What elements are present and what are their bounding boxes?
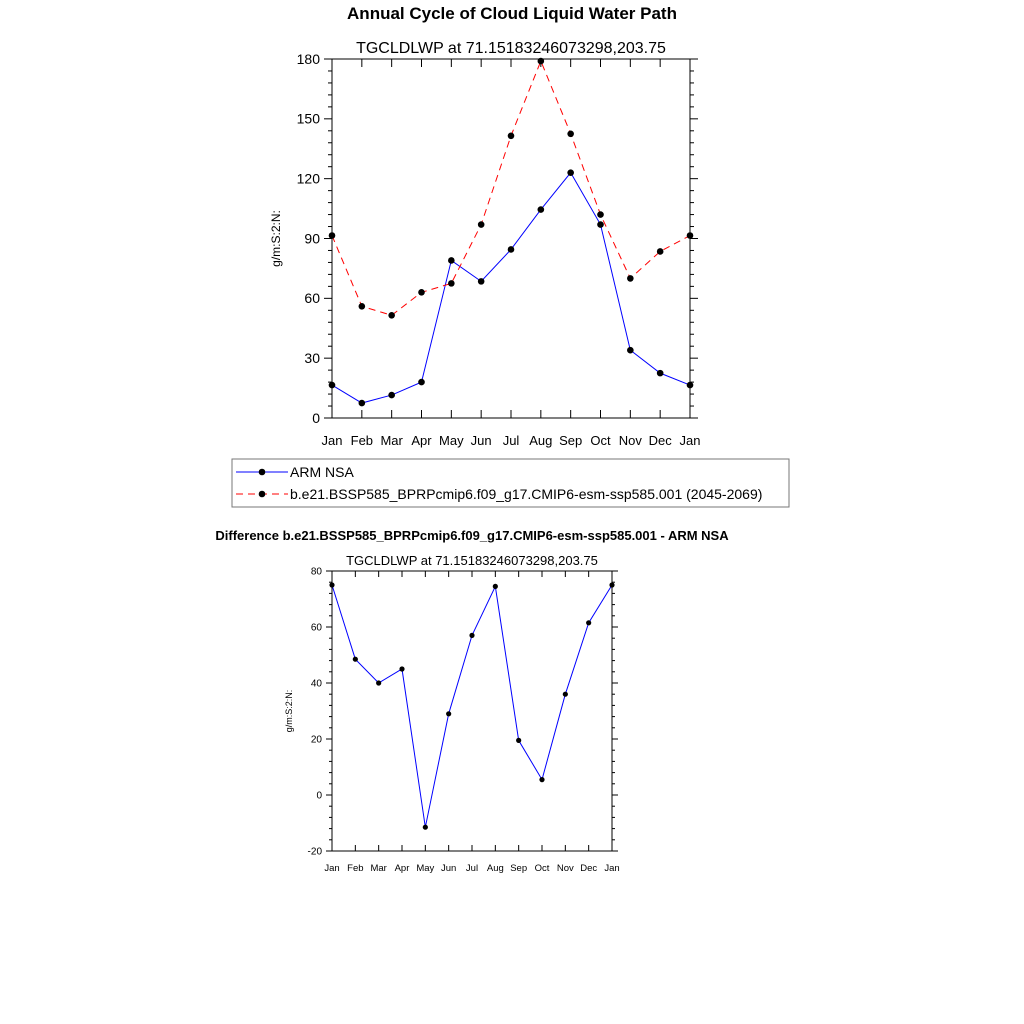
y-tick-label: 30 — [304, 350, 320, 366]
x-tick-label: Mar — [380, 433, 403, 448]
data-point — [567, 169, 574, 176]
x-tick-label: May — [439, 433, 464, 448]
data-point — [627, 346, 634, 354]
main-title: Annual Cycle of Cloud Liquid Water Path — [347, 4, 677, 23]
data-point — [656, 369, 664, 377]
data-point — [329, 582, 335, 588]
x-tick-label: Jul — [503, 433, 520, 448]
difference-chart: TGCLDLWP at 71.15183246073298,203.75 g/m:… — [284, 553, 620, 874]
x-tick-label: Jun — [471, 433, 492, 448]
data-point — [477, 278, 485, 285]
x-tick-label: Dec — [649, 433, 673, 448]
y-tick-label: 20 — [311, 735, 323, 746]
data-point — [656, 248, 664, 255]
y-axis-label: g/m:S:2:N: — [284, 690, 294, 733]
difference-title: Difference b.e21.BSSP585_BPRPcmip6.f09_g… — [215, 528, 729, 543]
y-tick-label: -20 — [308, 847, 323, 858]
data-point — [328, 232, 336, 239]
x-tick-label: Nov — [619, 433, 643, 448]
y-tick-label: 150 — [297, 111, 321, 127]
data-point — [358, 399, 366, 407]
x-tick-label: Jan — [680, 433, 701, 448]
plot-subtitle: TGCLDLWP at 71.15183246073298,203.75 — [356, 40, 666, 57]
data-point — [448, 257, 455, 264]
x-tick-label: Mar — [370, 863, 386, 874]
data-point — [686, 381, 694, 389]
x-tick-label: Aug — [529, 433, 552, 448]
data-point — [477, 221, 485, 228]
x-tick-label: Oct — [590, 433, 611, 448]
plot-subtitle: TGCLDLWP at 71.15183246073298,203.75 — [346, 553, 598, 568]
x-tick-label: Apr — [411, 433, 432, 448]
series-line-0 — [331, 584, 613, 828]
data-point — [627, 275, 634, 282]
x-tick-label: Oct — [535, 863, 550, 874]
data-point — [686, 232, 694, 239]
y-tick-label: 0 — [316, 791, 322, 802]
y-tick-label: 0 — [312, 410, 320, 426]
data-point — [539, 777, 545, 783]
plot-frame — [331, 58, 691, 419]
data-point — [537, 206, 545, 213]
data-point — [422, 824, 428, 830]
data-point — [609, 582, 615, 588]
data-point — [507, 132, 515, 140]
chart-legend: ARM NSA b.e21.BSSP585_BPRPcmip6.f09_g17.C… — [231, 458, 790, 508]
data-point — [567, 130, 574, 138]
x-tick-label: Jan — [322, 433, 343, 448]
legend-frame — [231, 458, 790, 508]
legend-marker-1 — [258, 490, 266, 498]
data-point — [448, 280, 455, 287]
y-tick-label: 180 — [297, 51, 321, 67]
plot-frame — [331, 570, 613, 852]
x-tick-label: Aug — [487, 863, 504, 874]
data-point — [469, 632, 475, 639]
y-tick-label: 60 — [311, 623, 323, 634]
data-point — [492, 583, 498, 590]
data-point — [597, 221, 604, 228]
data-point — [388, 391, 395, 399]
x-tick-label: Feb — [347, 863, 363, 874]
legend-entry-1: b.e21.BSSP585_BPRPcmip6.f09_g17.CMIP6-es… — [290, 486, 762, 502]
y-tick-label: 40 — [311, 679, 323, 690]
x-tick-label: Sep — [559, 433, 582, 448]
legend-entry-0: ARM NSA — [290, 464, 354, 480]
x-tick-label: Dec — [580, 863, 597, 874]
x-tick-label: Jan — [604, 863, 619, 874]
data-point — [446, 711, 452, 717]
legend-marker-0 — [258, 468, 266, 476]
y-axis-label: g/m:S:2:N: — [269, 210, 283, 267]
series-line-0 — [331, 171, 691, 404]
y-tick-label: 90 — [304, 230, 320, 246]
data-point — [399, 666, 405, 672]
data-point — [388, 311, 395, 319]
data-point — [328, 381, 336, 389]
data-point — [516, 737, 522, 744]
data-point — [507, 246, 515, 253]
y-tick-label: 80 — [311, 567, 323, 578]
x-tick-label: Nov — [557, 863, 574, 874]
x-tick-label: Sep — [510, 863, 527, 874]
x-tick-label: Jul — [466, 863, 478, 874]
y-tick-label: 120 — [297, 171, 321, 187]
data-point — [562, 691, 568, 697]
data-point — [376, 680, 382, 686]
data-point — [352, 656, 358, 662]
data-point — [418, 289, 425, 296]
x-tick-label: Jun — [441, 863, 456, 874]
x-tick-label: Jan — [324, 863, 339, 874]
series-line-1 — [331, 59, 691, 316]
x-tick-label: Feb — [351, 433, 373, 448]
data-point — [537, 57, 545, 65]
data-point — [418, 378, 425, 386]
x-tick-label: Apr — [395, 863, 410, 874]
x-tick-label: May — [416, 863, 434, 874]
cloud-lwp-annual-cycle-chart: TGCLDLWP at 71.15183246073298,203.75 g/m:… — [269, 40, 700, 448]
y-tick-label: 60 — [304, 290, 320, 306]
data-point — [586, 620, 592, 626]
data-point — [358, 303, 366, 310]
data-point — [597, 211, 604, 218]
